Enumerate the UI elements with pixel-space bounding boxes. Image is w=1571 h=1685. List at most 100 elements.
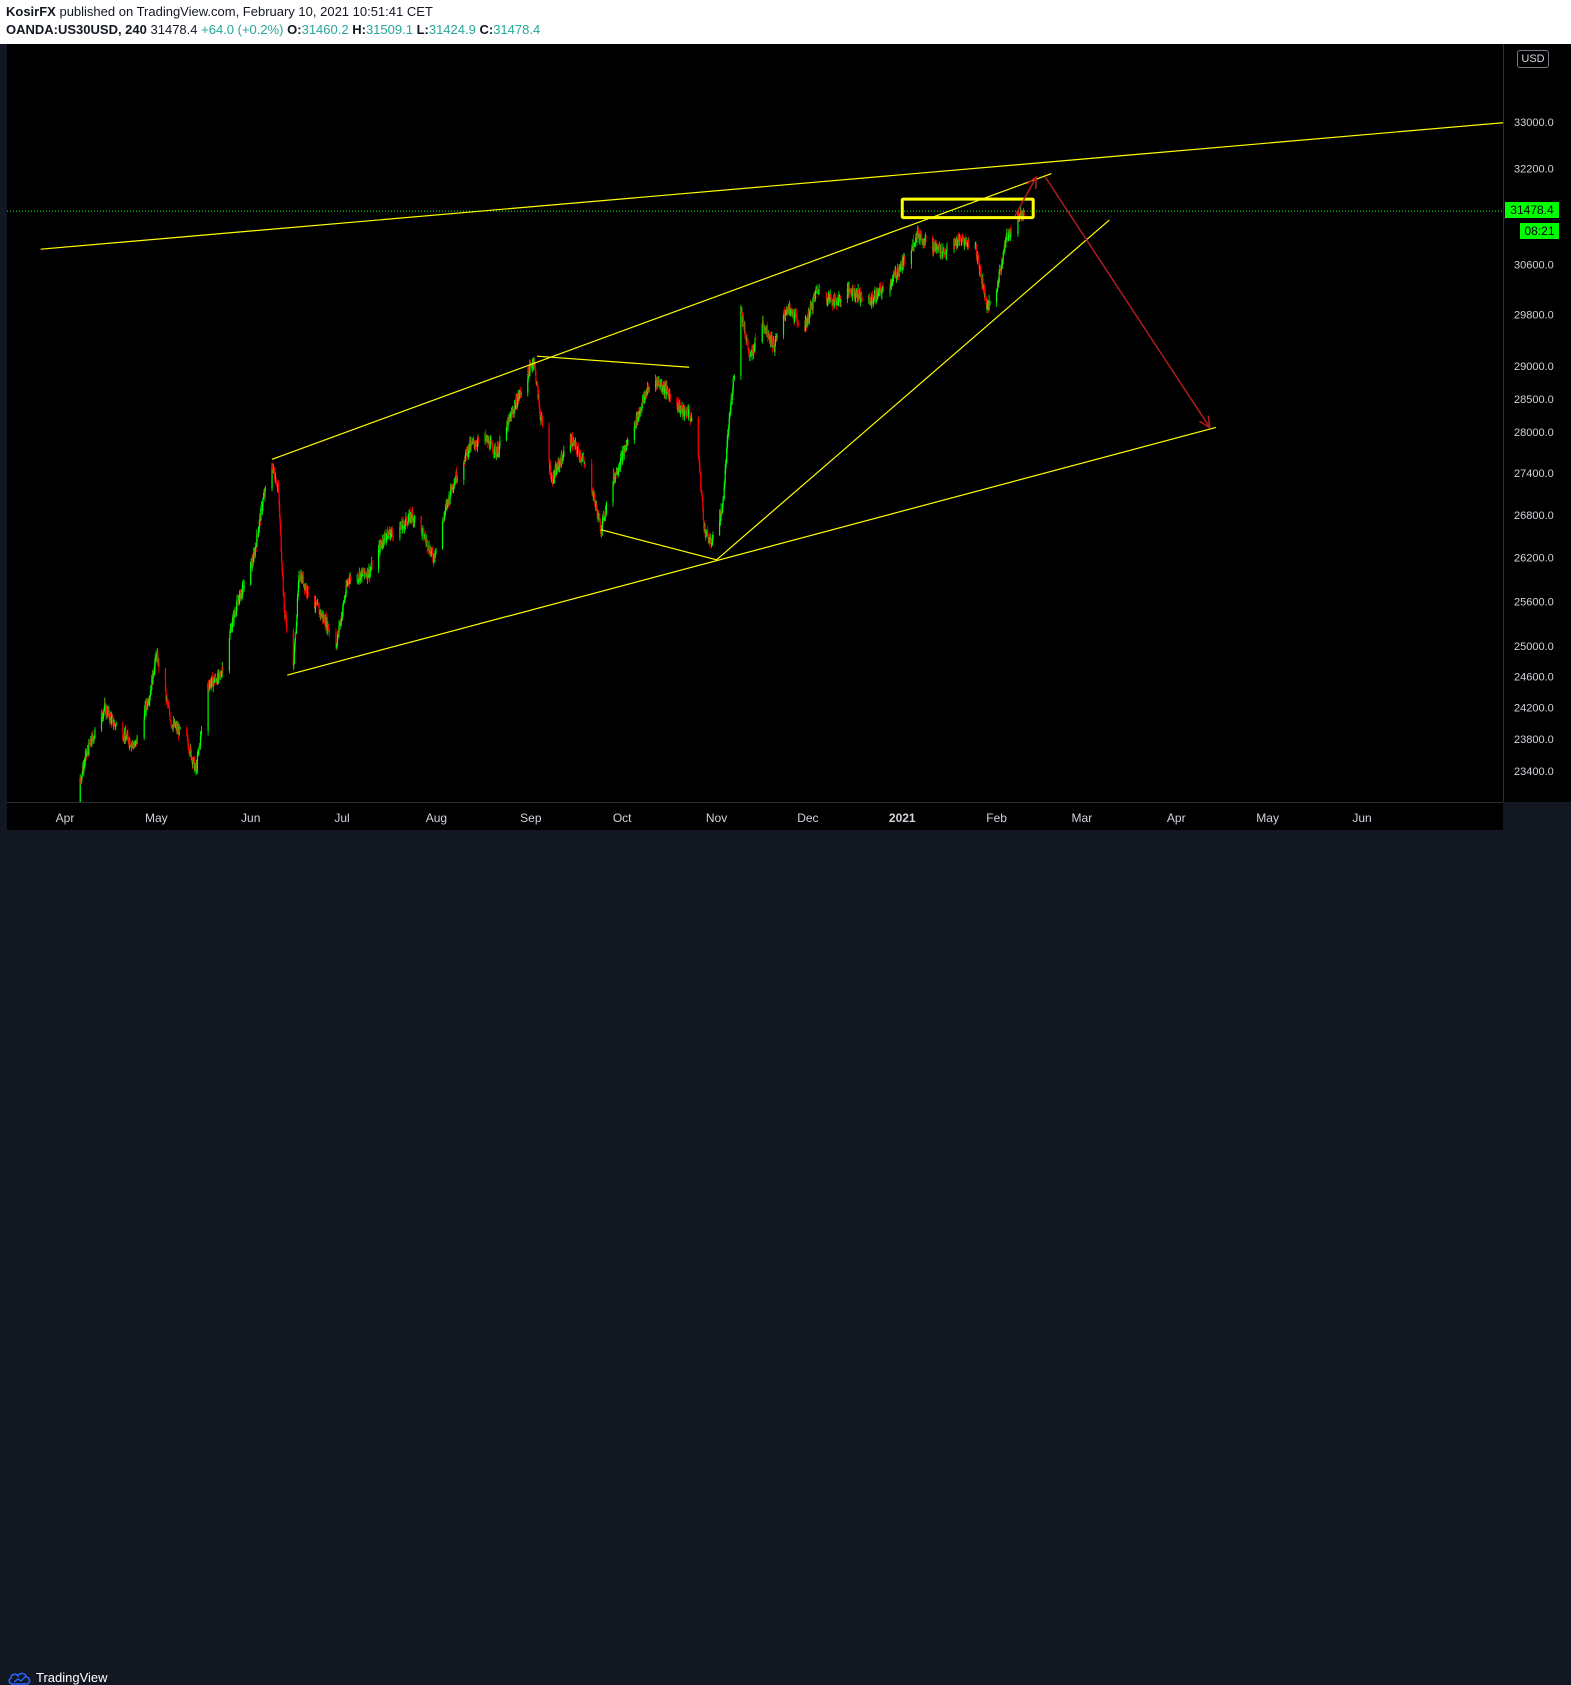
candle-body [381,545,383,547]
candle-body [827,301,829,303]
candle-body [617,472,619,474]
candle-body [688,408,690,417]
candle-body [679,408,682,413]
trendline [716,219,1110,561]
high-value: 31509.1 [365,22,413,37]
candle-body [342,603,344,611]
candle-body [727,433,729,441]
price-chart[interactable] [7,44,1545,936]
candle-body [953,240,956,246]
candle-body [761,323,763,342]
candle-body [858,295,860,297]
candle-body [599,518,601,522]
candle-body [796,313,798,319]
candle-body [711,543,713,545]
candle-body [540,417,542,420]
candle-body [620,455,622,458]
candle-body [787,308,789,314]
candle-body [699,464,701,472]
candle-body [272,469,274,473]
candle-body [855,292,857,297]
candle-body [350,576,352,582]
candle-body [848,286,850,295]
candle-body [450,485,452,490]
candle-body [405,516,408,525]
candle-body [516,397,518,408]
candle-body [900,262,902,266]
candle-body [363,574,365,576]
candle-body [665,385,667,394]
candle-body [1006,233,1008,237]
time-tick-label: Feb [986,811,1007,825]
candle-body [495,446,497,455]
candle-body [83,765,85,772]
candle-body [891,283,893,286]
candle-body [317,603,319,606]
candle-body [600,529,602,534]
candle-body [475,444,478,447]
candle-body [896,277,898,279]
candle-body [127,736,130,743]
candle-body [473,443,476,448]
candle-body [557,469,559,471]
candle-body [170,721,172,725]
candle-body [220,674,222,676]
candle-body [273,472,276,479]
candle-body [207,683,209,731]
tradingview-logo[interactable]: TradingView [8,1670,108,1685]
candle-body [293,649,295,664]
candle-body [534,366,536,371]
currency-label[interactable]: USD [1517,50,1549,68]
candle-body [959,239,961,241]
chart-pane[interactable] [7,44,1545,936]
candle-body [998,271,1000,283]
candle-body [776,334,778,339]
candle-body [447,499,449,501]
candle-body [997,281,999,290]
candle-body [982,277,984,289]
candle-body [795,311,797,314]
candle-body [562,458,564,462]
candle-body [898,268,900,276]
candle-body [591,491,593,494]
candle-body [702,509,704,521]
price-tick-label: 29800.0 [1514,310,1554,322]
candle-body [998,282,1000,285]
candle-body [722,503,724,513]
candle-body [467,448,469,456]
time-axis[interactable]: Apr May Jun Jul Aug Sep Oct Nov Dec 2021 Feb Mar Apr… [7,802,1503,831]
candle-body [94,729,96,736]
candle-body [784,313,787,317]
candle-body [534,361,536,367]
candle-body [1000,265,1002,271]
candle-body [252,558,254,563]
current-price-tag: 31478.4 [1505,202,1559,218]
candle-body [553,471,555,478]
candle-body [189,746,191,754]
candle-body [1017,210,1020,216]
candle-body [357,575,359,581]
candle-body [656,379,658,386]
candle-body [721,508,723,513]
candle-body [199,735,202,746]
candle-body [873,298,875,300]
candle-body [723,498,725,500]
candle-body [337,631,339,638]
trendline [536,355,690,368]
candle-body [975,244,977,255]
candle-body [385,537,387,540]
candle-body [505,427,508,441]
price-axis[interactable]: 33000.0 32200.0 30600.0 29800.0 29000.0 28500… [1503,44,1571,802]
candle-body [754,347,756,352]
candle-body [294,640,296,650]
author-name[interactable]: KosirFX [6,4,56,19]
candle-body [729,414,731,419]
candle-body [357,579,359,581]
candle-body [562,456,564,459]
candle-body [936,247,938,250]
symbol-label[interactable]: OANDA:US30USD, 240 [6,22,147,37]
close-label: C: [479,22,494,37]
candle-body [986,305,989,309]
candle-body [584,462,586,464]
candle-body [133,746,135,749]
